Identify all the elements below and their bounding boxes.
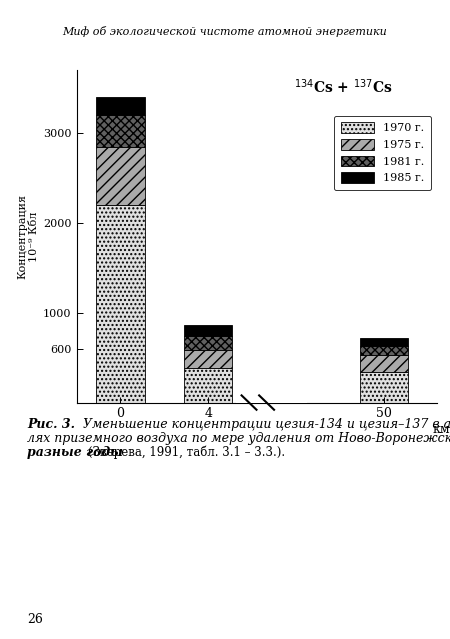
- Bar: [184, 336, 232, 350]
- Bar: [96, 146, 144, 205]
- Y-axis label: Концентрация
10⁻⁹ Кбл: Концентрация 10⁻⁹ Кбл: [18, 194, 39, 279]
- Bar: [360, 355, 408, 372]
- Text: Миф об экологической чистоте атомной энергетики: Миф об экологической чистоте атомной эне…: [63, 26, 387, 38]
- Bar: [360, 372, 408, 403]
- Text: разные годы: разные годы: [27, 446, 123, 459]
- Legend: 1970 г., 1975 г., 1981 г., 1985 г.: 1970 г., 1975 г., 1981 г., 1985 г.: [334, 116, 431, 190]
- Bar: [184, 350, 232, 369]
- Text: км: км: [432, 423, 450, 436]
- Text: лях приземного воздуха по мере удаления от Ново-Воронежской АЭС в: лях приземного воздуха по мере удаления …: [27, 432, 450, 445]
- Bar: [184, 369, 232, 403]
- Text: $^{134}$Cs + $^{137}$Cs: $^{134}$Cs + $^{137}$Cs: [293, 77, 392, 96]
- Bar: [360, 346, 408, 355]
- Bar: [236, 387, 306, 419]
- Text: 26: 26: [27, 613, 43, 626]
- Bar: [96, 97, 144, 115]
- Bar: [184, 325, 232, 336]
- Text: Уменьшение концентрации цезия-134 и цезия–137 в аэрозо-: Уменьшение концентрации цезия-134 и цези…: [83, 418, 450, 431]
- Text: Рис. 3.: Рис. 3.: [27, 418, 75, 431]
- Bar: [96, 115, 144, 146]
- Bar: [360, 339, 408, 346]
- Text: (Зверева, 1991, табл. 3.1 – 3.3.).: (Зверева, 1991, табл. 3.1 – 3.3.).: [88, 446, 285, 459]
- Bar: [96, 205, 144, 403]
